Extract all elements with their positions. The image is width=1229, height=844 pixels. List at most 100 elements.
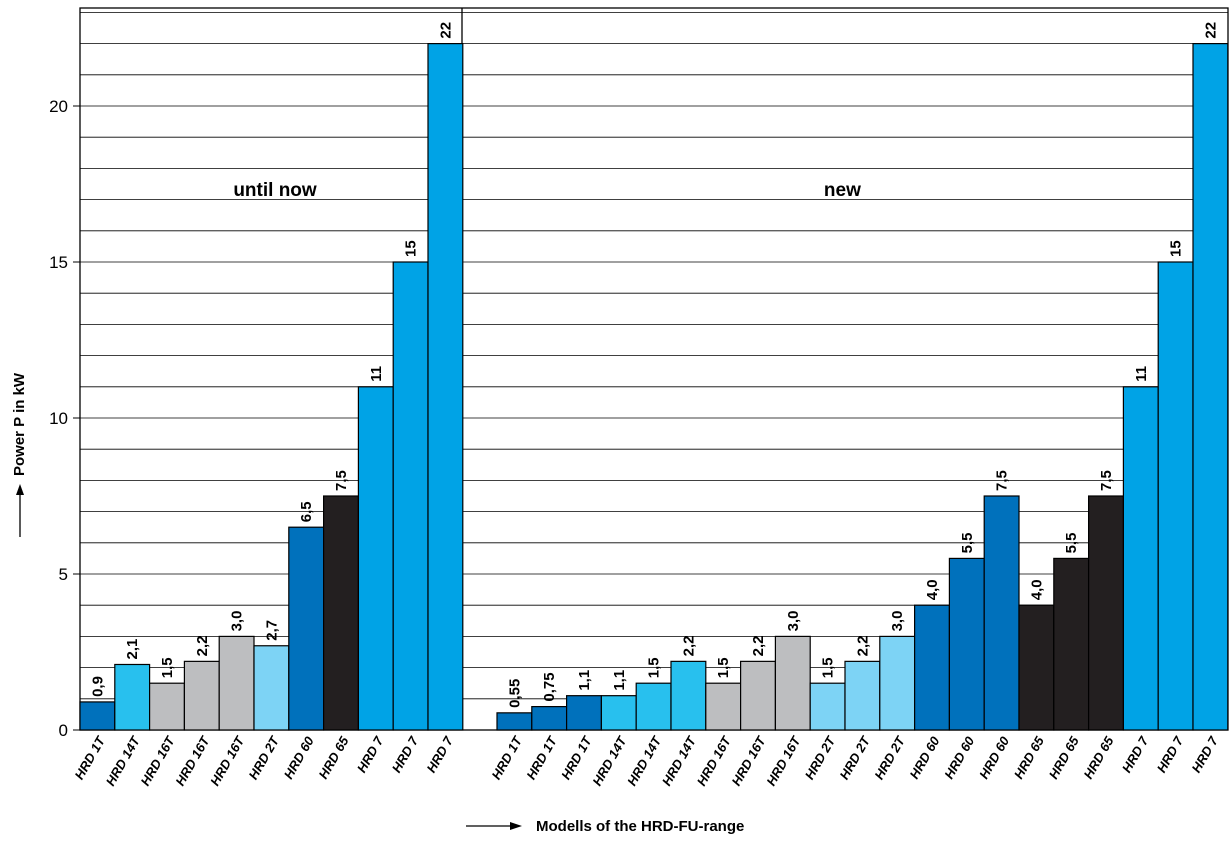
x-axis-arrowhead — [510, 822, 522, 830]
bar — [739, 660, 776, 731]
value-label: 1,5 — [820, 657, 837, 678]
y-tick-label: 15 — [49, 253, 68, 272]
y-tick-label: 20 — [49, 97, 68, 116]
bar — [705, 682, 742, 731]
category-label: HRD 65 — [1046, 733, 1082, 781]
value-label: 2,2 — [750, 636, 767, 657]
bar — [565, 695, 602, 731]
value-label: 2,2 — [854, 636, 871, 657]
category-label: HRD 65 — [315, 733, 351, 781]
category-label: HRD 16T — [207, 733, 248, 788]
y-axis-arrowhead — [16, 484, 24, 495]
value-label: 0,75 — [541, 672, 558, 701]
bar — [1122, 386, 1159, 731]
bar — [114, 663, 151, 731]
value-label: 7,5 — [994, 470, 1011, 491]
value-label: 11 — [1133, 366, 1150, 382]
bar — [357, 386, 394, 731]
bar — [635, 682, 672, 731]
category-label: HRD 2T — [871, 733, 908, 782]
category-label: HRD 7 — [354, 733, 387, 775]
bar — [670, 660, 707, 731]
value-label: 22 — [437, 22, 454, 39]
category-label: HRD 7 — [1188, 733, 1221, 775]
category-label: HRD 60 — [941, 733, 977, 781]
category-label: HRD 60 — [906, 733, 942, 781]
value-label: 1,5 — [159, 657, 176, 678]
bar — [844, 660, 881, 731]
bar — [774, 635, 811, 731]
value-label: 0,55 — [506, 679, 523, 708]
value-label: 7,5 — [333, 470, 350, 491]
axes: Power P in kW Modells of the HRD-FU-rang… — [11, 372, 744, 835]
category-label: HRD 65 — [1011, 733, 1047, 781]
value-label: 2,2 — [680, 636, 697, 657]
group-label: new — [824, 180, 861, 201]
value-label: 5,5 — [959, 533, 976, 554]
bar — [983, 495, 1020, 731]
bar — [948, 557, 985, 731]
bar — [1087, 495, 1124, 731]
bar — [183, 660, 220, 731]
bar — [1192, 42, 1229, 731]
y-axis-label: Power P in kW — [11, 372, 28, 476]
category-label: HRD 60 — [281, 733, 317, 781]
value-label: 5,5 — [1063, 533, 1080, 554]
value-label: 15 — [403, 240, 420, 257]
bar — [1053, 557, 1090, 731]
grid-lines: 0 5 10 15 20 — [49, 7, 1229, 740]
bar — [218, 635, 255, 731]
category-label: HRD 7 — [1119, 733, 1152, 775]
value-label: 1,1 — [611, 670, 628, 691]
value-label: 3,0 — [229, 611, 246, 632]
x-axis-label: Modells of the HRD-FU-range — [536, 818, 744, 835]
bar — [879, 635, 916, 731]
category-label: HRD 1T — [72, 733, 109, 782]
bars — [79, 42, 1229, 731]
category-label: HRD 1T — [489, 733, 526, 782]
value-label: 4,0 — [924, 579, 941, 600]
value-label: 2,7 — [263, 620, 280, 641]
value-label: 15 — [1168, 240, 1185, 257]
value-label: 0,9 — [89, 676, 106, 697]
category-label: HRD 16T — [763, 733, 804, 788]
category-label: HRD 7 — [423, 733, 456, 775]
value-label: 2,1 — [124, 639, 141, 660]
category-label: HRD 1T — [523, 733, 560, 782]
bar — [149, 682, 186, 731]
bar — [809, 682, 846, 731]
bar — [288, 526, 325, 731]
category-label: HRD 2T — [802, 733, 839, 782]
value-label: 6,5 — [298, 501, 315, 522]
value-labels: 0,9 2,1 1,5 2,2 3,0 2,7 6,5 7,5 11 15 22 0,55 0,75 1,… — [89, 22, 1219, 708]
bar — [79, 701, 116, 731]
value-label: 11 — [368, 366, 385, 382]
y-tick-label: 0 — [59, 721, 68, 740]
category-label: HRD 7 — [1154, 733, 1187, 775]
value-label: 4,0 — [1028, 579, 1045, 600]
bar — [392, 261, 429, 731]
category-label: HRD 2T — [246, 733, 283, 782]
bar — [253, 645, 290, 731]
bar — [600, 695, 637, 731]
value-label: 1,1 — [576, 670, 593, 691]
value-label: 1,5 — [646, 657, 663, 678]
group-labels: until now new — [233, 180, 861, 201]
category-label: HRD 2T — [837, 733, 874, 782]
value-label: 7,5 — [1098, 470, 1115, 491]
bar — [427, 42, 464, 731]
value-label: 2,2 — [194, 636, 211, 657]
bar — [531, 705, 568, 731]
value-label: 3,0 — [785, 611, 802, 632]
group-label: until now — [233, 180, 317, 201]
y-tick-label: 10 — [49, 409, 68, 428]
bar — [496, 712, 533, 731]
bar — [1018, 604, 1055, 731]
value-label: 22 — [1202, 22, 1219, 39]
bar — [913, 604, 950, 731]
value-label: 3,0 — [889, 611, 906, 632]
category-label: HRD 7 — [389, 733, 422, 775]
